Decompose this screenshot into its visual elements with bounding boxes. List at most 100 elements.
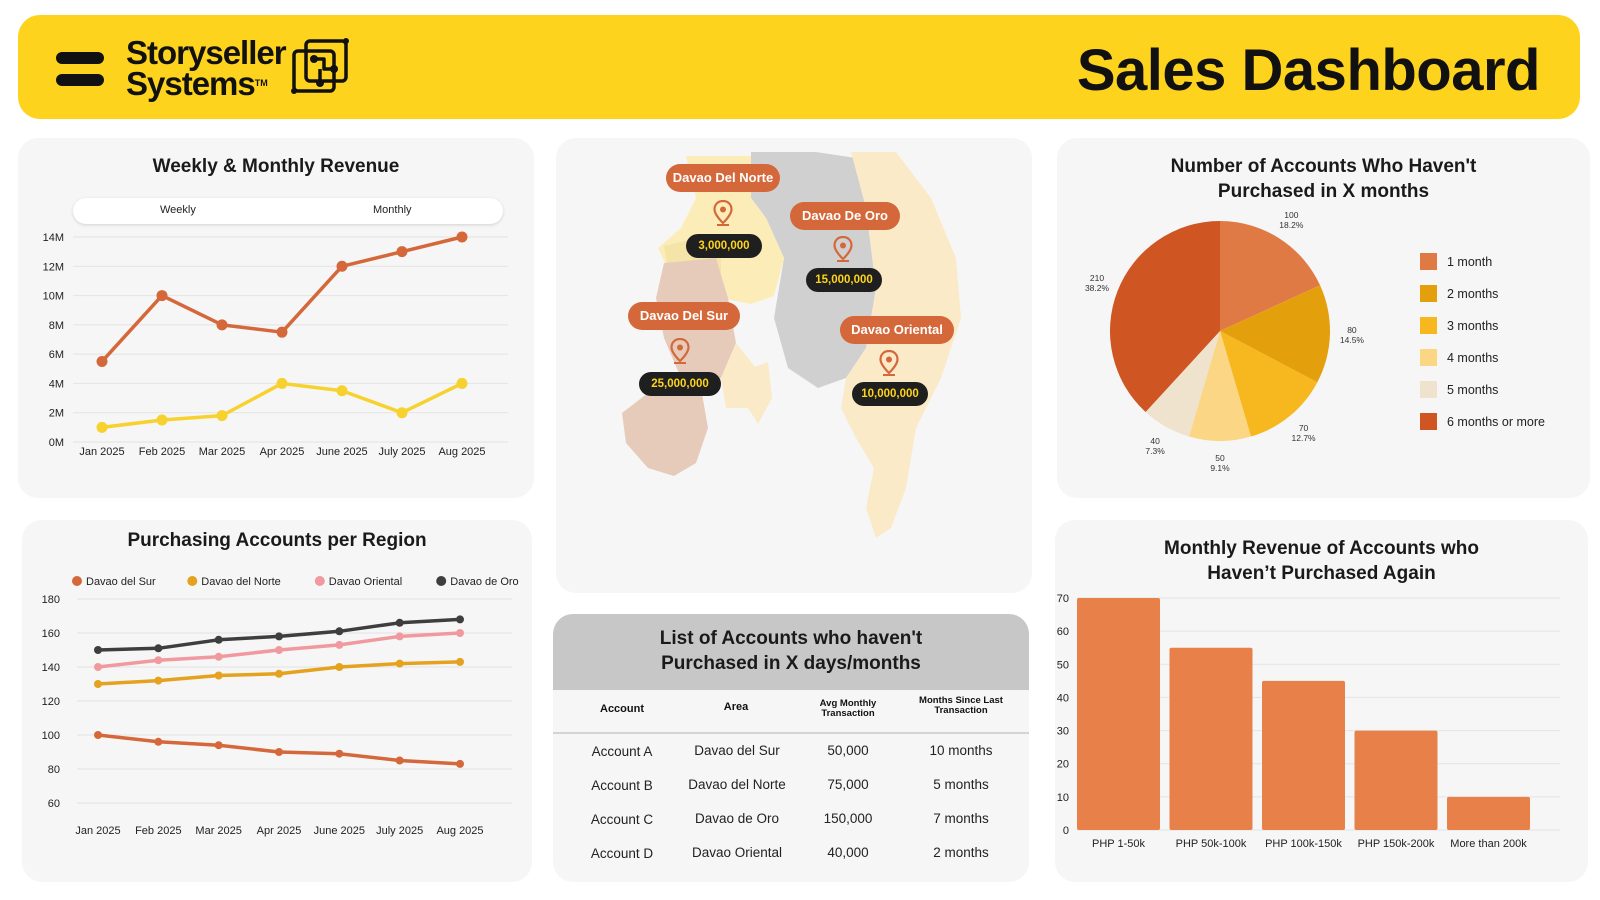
region-chart-title: Purchasing Accounts per Region — [127, 530, 427, 551]
data-point — [456, 377, 468, 389]
region-label-davao-de-oro[interactable]: Davao De Oro — [790, 202, 900, 230]
cell-area: Davao Oriental — [691, 845, 783, 860]
x-tick-label: Jan 2025 — [75, 825, 120, 837]
legend-swatch — [1420, 413, 1437, 430]
series-line — [100, 235, 463, 363]
legend-marker — [72, 576, 82, 586]
cell-area: Davao del Sur — [694, 743, 780, 758]
x-tick-label: PHP 50k-100k — [1176, 838, 1247, 850]
y-tick-label: 100 — [42, 730, 60, 742]
legend-marker — [314, 576, 325, 586]
region-label-davao-del-sur[interactable]: Davao Del Sur — [628, 302, 740, 330]
col-header-months-line-2: Transaction — [934, 705, 988, 716]
brand-line-1: Storyseller — [126, 34, 287, 71]
cell-avg-transaction: 150,000 — [823, 811, 873, 826]
y-tick-label: 50 — [1057, 659, 1069, 671]
region-line-chart: Davao del Sur Davao del Norte Davao Orient… — [42, 576, 519, 837]
map-pin-icon — [833, 236, 853, 262]
y-tick-label: 8M — [49, 320, 64, 332]
region-chart-card: Purchasing Accounts per Region Davao del… — [22, 520, 532, 882]
data-point — [336, 260, 348, 272]
bar — [1447, 796, 1530, 830]
pie-value-label: 100 — [1284, 210, 1298, 220]
region-value-davao-de-oro: 15,000,000 — [806, 268, 882, 292]
y-tick-label: 80 — [48, 764, 60, 776]
x-tick-label: Mar 2025 — [195, 825, 241, 837]
y-tick-label: 6M — [49, 349, 64, 361]
data-point — [275, 632, 283, 641]
revenue-chart-title: Weekly & Monthly Revenue — [152, 156, 400, 177]
data-point — [395, 659, 404, 668]
y-tick-label: 0M — [49, 437, 64, 449]
x-tick-label: PHP 100k-150k — [1265, 838, 1342, 850]
data-point — [275, 669, 283, 678]
legend-marker — [436, 576, 447, 586]
legend-marker — [187, 576, 198, 586]
bar-title-line-1: Monthly Revenue of Accounts who — [1164, 538, 1479, 559]
cell-area: Davao del Norte — [688, 777, 786, 792]
y-tick-label: 160 — [42, 628, 60, 640]
revenue-bar-card: Monthly Revenue of Accounts who Haven’t … — [1055, 520, 1588, 882]
pie-title-line-1: Number of Accounts Who Haven't — [1170, 156, 1477, 177]
bar — [1169, 647, 1253, 830]
data-point — [335, 749, 344, 758]
bar-chart-title: Monthly Revenue of Accounts who Haven’t … — [1055, 536, 1588, 586]
data-point — [94, 663, 102, 671]
bar — [1077, 598, 1160, 830]
legend-label: Davao de Oro — [450, 576, 518, 588]
legend-swatch — [1420, 349, 1437, 366]
data-point — [94, 731, 102, 739]
bar — [1262, 680, 1345, 830]
legend-label: 6 months or more — [1447, 415, 1545, 429]
data-point — [154, 737, 163, 746]
data-point — [395, 756, 404, 765]
toggle-weekly[interactable]: Weekly — [160, 204, 196, 216]
pie-percent-label: 38.2% — [1085, 283, 1110, 293]
table-title-line-2: Purchased in X days/months — [661, 653, 921, 674]
data-point — [395, 618, 404, 627]
data-point — [94, 646, 102, 654]
data-point — [276, 326, 288, 338]
x-tick-label: Feb 2025 — [135, 825, 181, 837]
data-point — [396, 246, 408, 258]
col-header-months-since: Months Since Last Transaction — [901, 696, 1021, 716]
cell-account: Account D — [590, 846, 654, 861]
y-tick-label: 70 — [1057, 593, 1069, 605]
legend-swatch — [1420, 285, 1437, 302]
legend-label: Davao del Sur — [86, 576, 156, 588]
table-title-line-1: List of Accounts who haven't — [659, 628, 923, 649]
data-point — [154, 676, 163, 685]
region-label-davao-oriental[interactable]: Davao Oriental — [840, 316, 954, 344]
table-title: List of Accounts who haven't Purchased i… — [553, 626, 1029, 676]
x-tick-label: Apr 2025 — [260, 446, 305, 458]
y-tick-label: 180 — [42, 594, 60, 606]
y-tick-label: 60 — [1057, 626, 1069, 638]
region-label-davao-del-norte[interactable]: Davao Del Norte — [666, 164, 780, 192]
x-tick-label: June 2025 — [316, 446, 367, 458]
data-point — [156, 414, 168, 426]
menu-icon[interactable] — [56, 52, 104, 86]
data-point — [456, 657, 464, 666]
data-point — [214, 741, 223, 750]
legend-label: 2 months — [1447, 287, 1498, 301]
data-point — [276, 377, 288, 389]
data-point — [456, 759, 464, 768]
data-point — [456, 629, 464, 637]
toggle-monthly[interactable]: Monthly — [373, 204, 412, 216]
pie-slice — [1220, 285, 1330, 383]
map-area-davao-oriental — [841, 152, 961, 538]
y-tick-label: 30 — [1057, 726, 1069, 738]
pie-value-label: 50 — [1215, 453, 1225, 463]
page-title: Sales Dashboard — [1076, 38, 1541, 103]
y-tick-label: 4M — [49, 378, 64, 390]
revenue-chart-card: Weekly & Monthly Revenue Weekly Monthly … — [18, 138, 534, 498]
cell-months-since: 10 months — [929, 743, 993, 758]
brand-line-2: Systems — [126, 65, 256, 102]
map-area-davao-del-sur-south — [622, 378, 708, 476]
legend-swatch — [1420, 253, 1437, 270]
cell-account: Account A — [591, 744, 653, 759]
data-point — [214, 652, 223, 661]
revenue-period-toggle[interactable]: Weekly Monthly — [73, 198, 503, 224]
pie-percent-label: 12.7% — [1292, 433, 1317, 443]
x-tick-label: Feb 2025 — [139, 446, 185, 458]
